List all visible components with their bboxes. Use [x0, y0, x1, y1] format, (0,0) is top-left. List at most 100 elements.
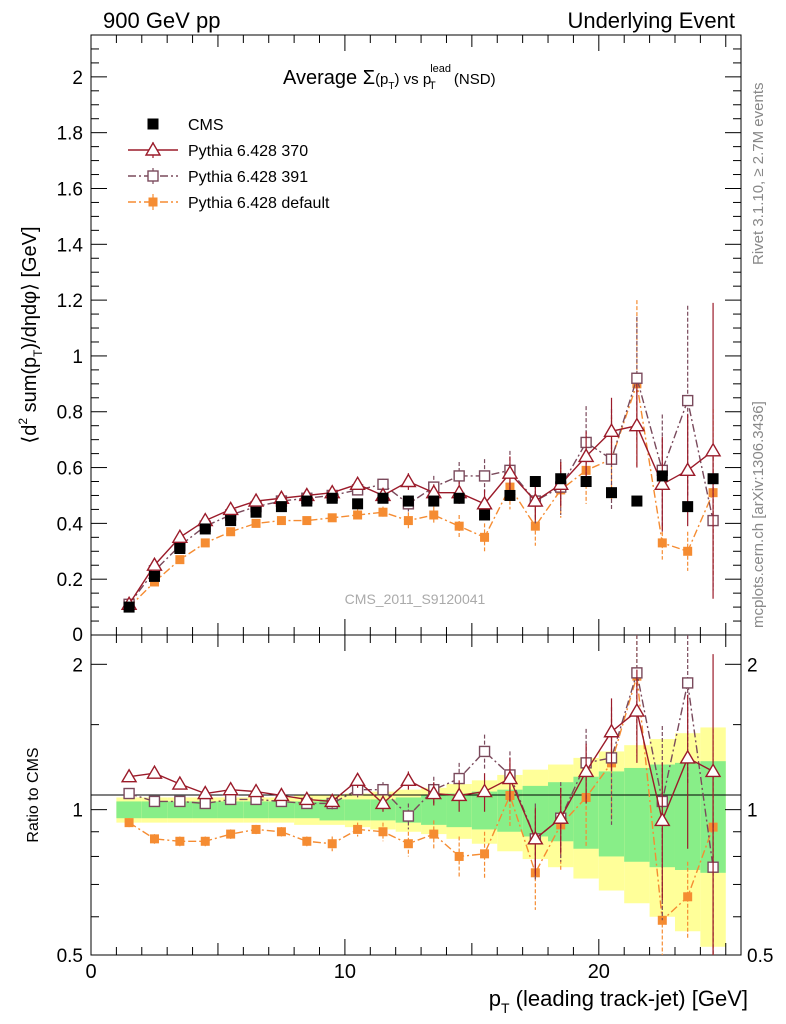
header-left: 900 GeV pp — [103, 8, 220, 33]
legend-marker — [144, 141, 162, 156]
ratio-point — [247, 783, 265, 798]
ratio-point — [224, 793, 237, 806]
data-point — [480, 532, 490, 542]
data-point — [403, 516, 413, 526]
y-tick-label: 1.8 — [57, 124, 83, 145]
ratio-point — [683, 892, 693, 902]
data-point — [149, 577, 159, 587]
ratio-point — [476, 783, 493, 798]
y-tick-label-zero: 0 — [72, 625, 83, 646]
data-point — [148, 570, 160, 582]
ratio-point — [478, 745, 491, 758]
data-point — [428, 495, 440, 507]
y-tick-label: 2 — [72, 68, 83, 89]
ratio-point — [148, 795, 161, 808]
data-point — [146, 556, 163, 571]
ratio-point — [349, 771, 366, 787]
data-point — [606, 487, 618, 499]
ratio-point — [450, 787, 468, 802]
analysis-watermark: CMS_2011_S9120041 — [345, 591, 486, 607]
ratio-frame — [90, 634, 742, 956]
legend-marker — [148, 197, 158, 207]
ratio-y-axis-label: Ratio to CMS — [25, 747, 42, 842]
ratio-point — [679, 749, 696, 764]
data-point — [476, 495, 493, 510]
ratio-band-stat — [192, 801, 218, 819]
ratio-point — [171, 775, 189, 790]
series-line — [128, 375, 714, 605]
ratio-point — [429, 829, 439, 839]
ratio-point — [123, 787, 135, 800]
data-point — [504, 489, 516, 501]
data-point — [656, 470, 668, 482]
data-point — [326, 492, 338, 504]
x-tick-label: 10 — [334, 961, 356, 983]
chart-title: Average Σ(pT) vs plead T (NSD) — [283, 63, 496, 92]
ratio-point — [222, 781, 239, 796]
data-point — [174, 542, 186, 554]
ratio-point — [704, 763, 722, 778]
data-point — [631, 372, 643, 384]
ratio-band-stat — [624, 767, 650, 862]
ratio-y-tick-label: 2 — [72, 655, 83, 676]
legend-marker — [147, 170, 159, 182]
data-point — [654, 475, 671, 491]
ratio-point — [480, 849, 490, 859]
ratio-point — [298, 791, 316, 806]
ratio-point — [681, 677, 694, 689]
ratio-point — [403, 839, 413, 849]
x-axis-label: pT (leading track-jet) [GeV] — [489, 986, 748, 1016]
ratio-point — [454, 851, 464, 861]
y-tick-label: 1 — [72, 347, 83, 368]
ratio-point — [378, 827, 388, 837]
ratio-band-stat — [116, 801, 142, 819]
x-tick-label: 0 — [85, 961, 96, 983]
data-point — [479, 509, 491, 521]
ratio-point — [327, 839, 337, 849]
data-point — [580, 476, 592, 488]
data-point — [577, 448, 595, 463]
ratio-band-stat — [141, 801, 168, 819]
y-tick-label: 0.2 — [57, 570, 83, 591]
ratio-axis-ticks: 0 10 20 0.5 0.5 1 1 2 2 — [57, 635, 773, 983]
ratio-band-stat — [217, 801, 244, 819]
data-point — [555, 473, 567, 485]
data-point — [400, 473, 417, 488]
data-point — [429, 510, 439, 520]
data-point — [704, 442, 722, 457]
series-2 — [123, 305, 719, 611]
legend-label: Pythia 6.428 default — [188, 195, 330, 212]
main-series — [120, 300, 722, 613]
data-point — [707, 473, 719, 485]
ratio-point — [402, 810, 415, 822]
data-point — [681, 394, 694, 407]
data-point — [453, 492, 465, 504]
ratio-point — [323, 793, 341, 808]
series-1 — [120, 302, 722, 611]
data-point — [353, 510, 363, 520]
ratio-point — [276, 827, 286, 837]
data-point — [171, 528, 189, 544]
ratio-series — [120, 635, 722, 955]
ratio-point — [527, 830, 544, 845]
mcplots-label: mcplots.cern.ch [arXiv:1306.3436] — [750, 401, 767, 628]
data-point — [631, 495, 643, 507]
ratio-point — [654, 812, 671, 827]
legend-label: Pythia 6.428 391 — [188, 169, 308, 186]
ratio-band-stat — [294, 801, 320, 819]
ratio-point — [251, 824, 261, 834]
ratio-series-1 — [120, 654, 722, 955]
data-point — [302, 516, 312, 526]
ratio-point — [377, 783, 389, 796]
ratio-point — [226, 829, 236, 839]
main-axis-ticks: 0.2 0.4 0.6 0.8 1 1.2 1.4 1.6 1.8 2 0 — [57, 35, 741, 646]
ratio-band-stat — [344, 799, 371, 821]
y-axis-label: ⟨d2 sum(pT)/dηdφ⟩ [GeV] — [16, 226, 45, 443]
rivet-label: Rivet 3.1.10, ≥ 2.7M events — [750, 83, 767, 266]
ratio-point — [124, 818, 134, 828]
data-point — [501, 464, 519, 479]
ratio-y-tick-label-right: 1 — [747, 801, 758, 822]
data-point — [529, 476, 541, 488]
data-point — [199, 523, 211, 535]
data-point — [301, 495, 313, 507]
